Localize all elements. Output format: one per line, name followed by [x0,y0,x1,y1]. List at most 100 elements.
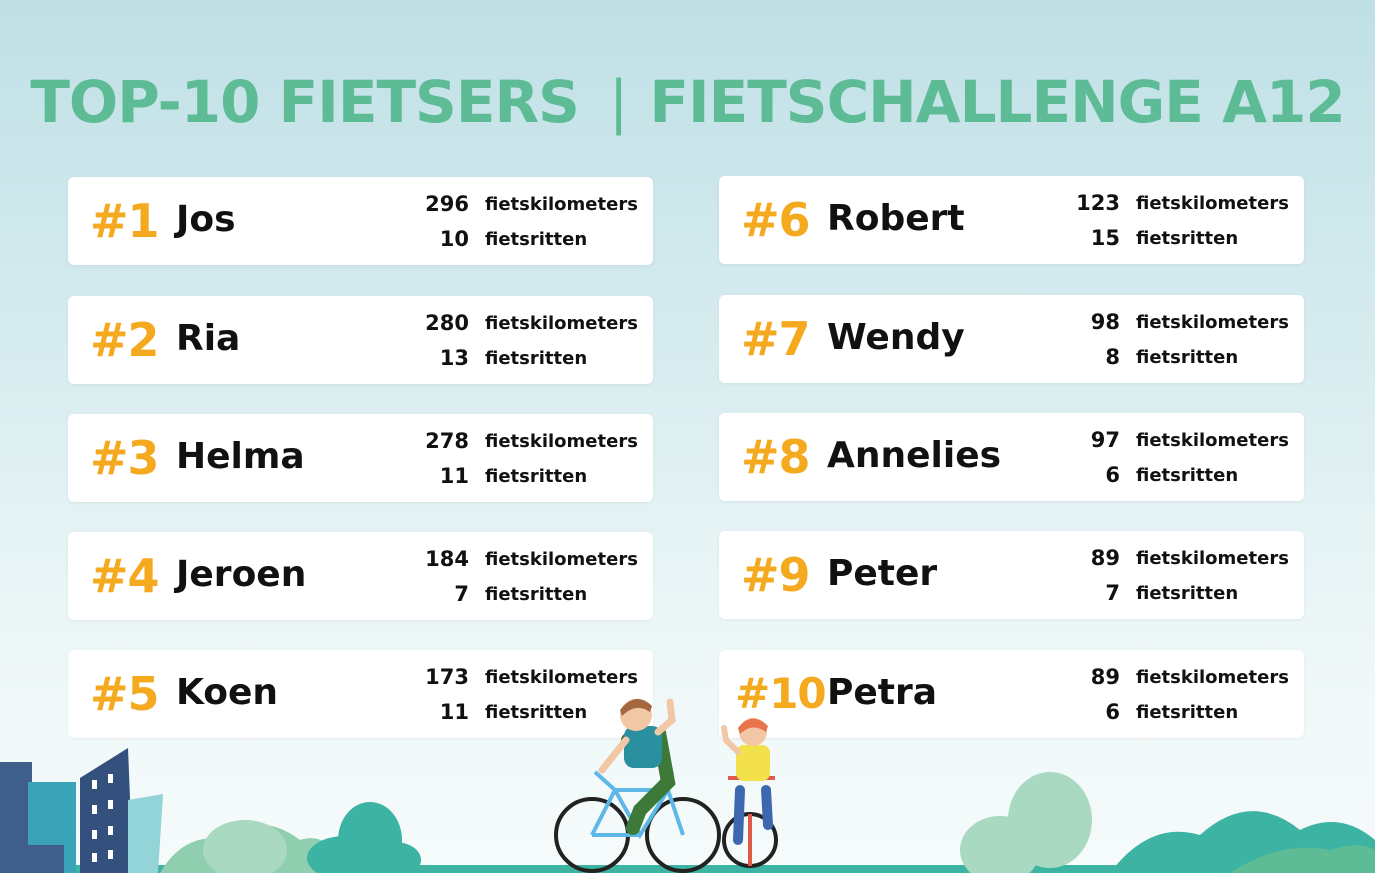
km-label: fietskilometers [485,312,638,334]
cyclist-name: Koen [176,672,279,713]
rides-value: 10 [439,227,469,251]
rank-label: #8 [741,430,811,484]
leaderboard-card: #8 Annelies 97 fietskilometers 6 fietsritt… [719,413,1304,501]
km-value: 278 [425,429,469,453]
km-label: fietskilometers [1136,547,1289,569]
rides-stat: 7 fietsritten [383,580,643,608]
km-stat: 98 fietskilometers [1034,308,1294,336]
rank-label: #6 [741,193,811,247]
rides-stat: 7 fietsritten [1034,579,1294,607]
leaderboard-card: #10 Petra 89 fietskilometers 6 fietsritten [719,650,1304,738]
rank-label: #4 [90,549,160,603]
km-value: 98 [1090,310,1120,334]
leaderboard-card: #5 Koen 173 fietskilometers 11 fietsritten [68,650,653,738]
km-stat: 173 fietskilometers [383,663,643,691]
rides-value: 15 [1090,226,1120,250]
cyclist-name: Ria [176,318,241,359]
rides-value: 11 [439,464,469,488]
rank-label: #5 [90,667,160,721]
km-label: fietskilometers [1136,192,1289,214]
km-value: 89 [1090,665,1120,689]
title-separator: | [608,68,629,136]
leaderboard-card: #9 Peter 89 fietskilometers 7 fietsritten [719,531,1304,619]
rides-stat: 11 fietsritten [383,462,643,490]
km-value: 123 [1076,191,1120,215]
tree-bushes-icon [160,802,421,873]
rides-stat: 15 fietsritten [1034,224,1294,252]
km-value: 97 [1090,428,1120,452]
rides-stat: 11 fietsritten [383,698,643,726]
km-value: 173 [425,665,469,689]
rides-stat: 6 fietsritten [1034,698,1294,726]
rank-label: #9 [741,548,811,602]
km-stat: 123 fietskilometers [1034,189,1294,217]
cyclist-name: Helma [176,436,305,477]
km-label: fietskilometers [485,548,638,570]
km-value: 296 [425,192,469,216]
leaderboard-card: #6 Robert 123 fietskilometers 15 fietsritt… [719,176,1304,264]
bottom-scene-illustration [0,698,1375,873]
cyclist-name: Wendy [827,317,965,358]
rank-label: #7 [741,312,811,366]
title-left: TOP-10 FIETSERS [30,68,580,136]
rides-label: fietsritten [485,228,588,250]
rides-value: 6 [1105,463,1120,487]
cyclist-name: Petra [827,672,938,713]
km-stat: 278 fietskilometers [383,427,643,455]
leaderboard-card: #7 Wendy 98 fietskilometers 8 fietsritten [719,295,1304,383]
km-value: 184 [425,547,469,571]
km-stat: 280 fietskilometers [383,309,643,337]
rides-stat: 6 fietsritten [1034,461,1294,489]
rides-label: fietsritten [485,465,588,487]
rides-value: 6 [1105,700,1120,724]
km-label: fietskilometers [1136,429,1289,451]
cyclist-name: Peter [827,553,938,594]
rank-label: #1 [90,194,160,248]
rank-label: #2 [90,313,160,367]
km-stat: 296 fietskilometers [383,190,643,218]
rides-stat: 8 fietsritten [1034,343,1294,371]
leaderboard-card: #2 Ria 280 fietskilometers 13 fietsritten [68,296,653,384]
title-right: FIETSCHALLENGE A12 [649,68,1345,136]
rank-label: #3 [90,431,160,485]
rides-label: fietsritten [485,583,588,605]
rides-label: fietsritten [1136,701,1239,723]
page-title: TOP-10 FIETSERS | FIETSCHALLENGE A12 [0,62,1375,142]
rides-value: 11 [439,700,469,724]
rides-label: fietsritten [1136,464,1239,486]
city-buildings-icon [0,748,163,873]
km-stat: 184 fietskilometers [383,545,643,573]
km-label: fietskilometers [1136,666,1289,688]
rides-value: 7 [454,582,469,606]
km-stat: 89 fietskilometers [1034,544,1294,572]
km-label: fietskilometers [485,666,638,688]
cyclist-illustration [554,698,721,873]
km-stat: 89 fietskilometers [1034,663,1294,691]
rides-value: 8 [1105,345,1120,369]
rides-stat: 13 fietsritten [383,344,643,372]
leaderboard-card: #1 Jos 296 fietskilometers 10 fietsritten [68,177,653,265]
km-value: 89 [1090,546,1120,570]
km-label: fietskilometers [1136,311,1289,333]
rides-label: fietsritten [485,701,588,723]
km-value: 280 [425,311,469,335]
rides-stat: 10 fietsritten [383,225,643,253]
cyclist-name: Annelies [827,435,1002,476]
rides-label: fietsritten [1136,227,1239,249]
km-label: fietskilometers [485,430,638,452]
rides-label: fietsritten [1136,582,1239,604]
leaderboard-card: #4 Jeroen 184 fietskilometers 7 fietsritte… [68,532,653,620]
cyclist-name: Jos [176,199,236,240]
rank-label: #10 [735,669,827,718]
leaderboard-card: #3 Helma 278 fietskilometers 11 fietsritte… [68,414,653,502]
km-stat: 97 fietskilometers [1034,426,1294,454]
child-cyclist-illustration [721,718,778,868]
cyclist-name: Jeroen [176,554,307,595]
rides-value: 7 [1105,581,1120,605]
km-label: fietskilometers [485,193,638,215]
cyclist-name: Robert [827,198,965,239]
rides-value: 13 [439,346,469,370]
rides-label: fietsritten [1136,346,1239,368]
tree-bushes-icon [960,772,1375,873]
rides-label: fietsritten [485,347,588,369]
